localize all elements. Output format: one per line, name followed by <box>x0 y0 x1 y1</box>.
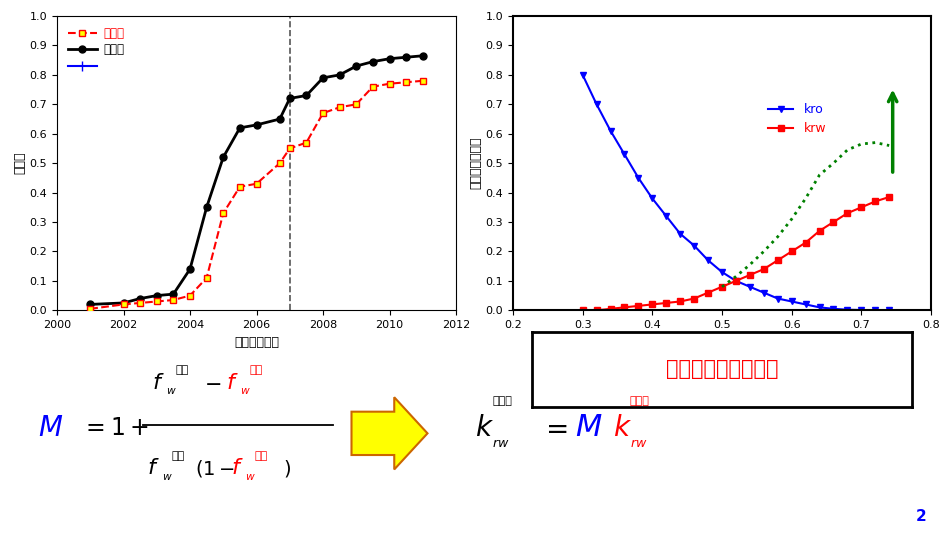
kro <box>605 128 617 134</box>
Line: krw: krw <box>580 194 892 313</box>
krw <box>716 284 728 290</box>
X-axis label: 开发时间，年: 开发时间，年 <box>234 335 279 349</box>
krw <box>633 303 644 309</box>
Text: $_w$: $_w$ <box>240 382 251 397</box>
kro <box>702 257 713 264</box>
kro <box>647 195 658 202</box>
Text: 数模: 数模 <box>255 451 268 461</box>
Text: $f$: $f$ <box>147 458 160 478</box>
Text: $\mathit{M}$: $\mathit{M}$ <box>575 414 602 442</box>
Line: kro: kro <box>580 72 892 313</box>
Text: 调整前: 调整前 <box>630 396 650 406</box>
krw <box>856 204 867 211</box>
kro <box>786 299 797 305</box>
krw <box>618 304 630 310</box>
Y-axis label: 相溸透率，小数: 相溸透率，小数 <box>469 137 483 189</box>
Text: $=$: $=$ <box>540 414 567 442</box>
kro <box>869 307 881 314</box>
Text: $f$: $f$ <box>231 458 243 478</box>
krw <box>884 194 895 200</box>
X-axis label: 含水饱和度，小数: 含水饱和度，小数 <box>692 335 752 349</box>
krw <box>744 272 755 278</box>
Text: 数模: 数模 <box>250 365 263 375</box>
krw <box>842 210 853 216</box>
kro <box>827 305 839 312</box>
Text: $_{rw}$: $_{rw}$ <box>630 432 648 450</box>
krw <box>660 300 672 306</box>
krw <box>577 307 588 314</box>
Legend: kro, krw: kro, krw <box>764 98 831 140</box>
krw <box>758 266 770 272</box>
krw <box>772 257 784 264</box>
kro <box>633 174 644 181</box>
Text: $-$: $-$ <box>204 372 221 393</box>
Text: $)$: $)$ <box>283 457 291 479</box>
krw <box>869 198 881 204</box>
krw <box>689 295 700 302</box>
Legend: 数模値, 实际値, : 数模値, 实际値, <box>63 22 129 78</box>
krw <box>731 278 742 284</box>
Text: 2: 2 <box>916 509 926 524</box>
kro <box>842 307 853 313</box>
Text: $(1-$: $(1-$ <box>195 457 235 479</box>
Text: $_w$: $_w$ <box>245 468 256 483</box>
FancyArrow shape <box>352 397 428 470</box>
kro <box>674 231 686 237</box>
Text: 调整后: 调整后 <box>492 396 512 406</box>
krw <box>591 307 602 314</box>
kro <box>856 307 867 313</box>
kro <box>744 284 755 290</box>
krw <box>647 301 658 308</box>
kro <box>618 151 630 157</box>
krw <box>605 305 617 312</box>
Text: 实际: 实际 <box>171 451 184 461</box>
kro <box>577 72 588 78</box>
Text: $k$: $k$ <box>475 414 494 442</box>
kro <box>716 269 728 275</box>
Text: $f$: $f$ <box>226 372 238 393</box>
kro <box>591 101 602 108</box>
Text: 提高水相相对渗透率: 提高水相相对渗透率 <box>666 359 778 379</box>
krw <box>674 299 686 305</box>
kro <box>731 278 742 284</box>
Text: $_{rw}$: $_{rw}$ <box>492 432 510 450</box>
kro <box>660 213 672 219</box>
Text: $k$: $k$ <box>613 414 632 442</box>
kro <box>800 301 811 308</box>
krw <box>702 289 713 296</box>
Y-axis label: 注采比: 注采比 <box>13 152 27 174</box>
kro <box>884 307 895 314</box>
Text: 实际: 实际 <box>176 365 189 375</box>
krw <box>827 219 839 225</box>
kro <box>772 295 784 302</box>
Text: $_w$: $_w$ <box>166 382 177 397</box>
krw <box>786 248 797 255</box>
Text: $\mathit{M}$: $\mathit{M}$ <box>38 414 64 442</box>
Text: $=1+$: $=1+$ <box>81 416 148 440</box>
kro <box>814 304 826 310</box>
kro <box>758 289 770 296</box>
krw <box>800 240 811 246</box>
krw <box>814 228 826 234</box>
Text: $f$: $f$ <box>152 372 164 393</box>
kro <box>689 242 700 249</box>
Text: $_w$: $_w$ <box>162 468 172 483</box>
